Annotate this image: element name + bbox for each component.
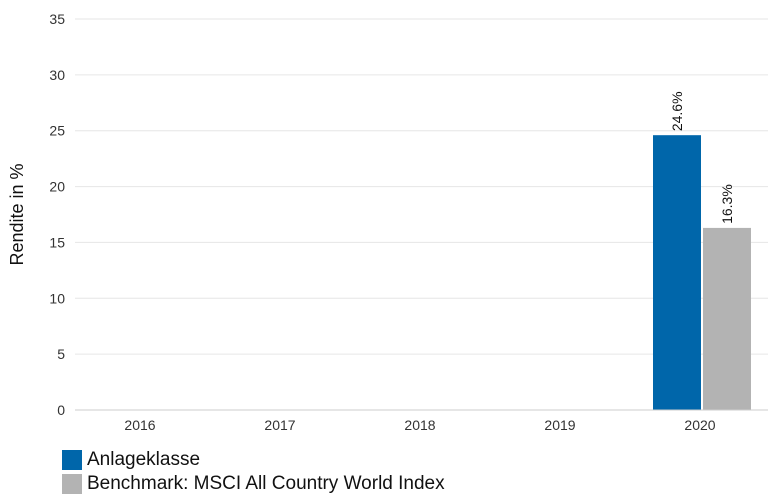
x-tick-label: 2019 bbox=[544, 417, 575, 433]
x-tick-label: 2017 bbox=[264, 417, 295, 433]
bar bbox=[703, 227, 751, 410]
x-tick-label: 2016 bbox=[124, 417, 155, 433]
y-tick-label: 10 bbox=[49, 290, 65, 306]
gridlines bbox=[75, 18, 768, 355]
y-axis-label: Rendite in % bbox=[7, 163, 27, 265]
legend-label-benchmark: Benchmark: MSCI All Country World Index bbox=[87, 473, 445, 494]
bar bbox=[653, 135, 701, 410]
legend-item-benchmark: Benchmark: MSCI All Country World Index bbox=[62, 472, 445, 496]
y-tick-label: 20 bbox=[49, 179, 65, 195]
bar-value-label: 16.3% bbox=[719, 184, 735, 224]
legend-swatch-anlageklasse bbox=[62, 450, 82, 470]
y-axis-ticks: 0 5 10 15 20 25 30 35 bbox=[49, 11, 65, 418]
x-tick-label: 2018 bbox=[404, 417, 435, 433]
legend-label-anlageklasse: Anlageklasse bbox=[87, 449, 201, 470]
legend: Anlageklasse Benchmark: MSCI All Country… bbox=[62, 448, 445, 496]
y-tick-label: 0 bbox=[57, 402, 65, 418]
y-tick-label: 30 bbox=[49, 67, 65, 83]
bar-value-label: 24.6% bbox=[669, 91, 685, 131]
legend-swatch-benchmark bbox=[62, 474, 82, 494]
x-axis-ticks: 2016 2017 2018 2019 2020 bbox=[124, 417, 715, 433]
y-tick-label: 35 bbox=[49, 11, 65, 27]
x-tick-label: 2020 bbox=[684, 417, 715, 433]
legend-item-anlageklasse: Anlageklasse bbox=[62, 448, 445, 472]
y-tick-label: 25 bbox=[49, 123, 65, 139]
bars bbox=[653, 135, 751, 410]
y-tick-label: 5 bbox=[57, 346, 65, 362]
bar-value-labels: 24.6% 16.3% bbox=[669, 91, 735, 223]
y-tick-label: 15 bbox=[49, 234, 65, 250]
